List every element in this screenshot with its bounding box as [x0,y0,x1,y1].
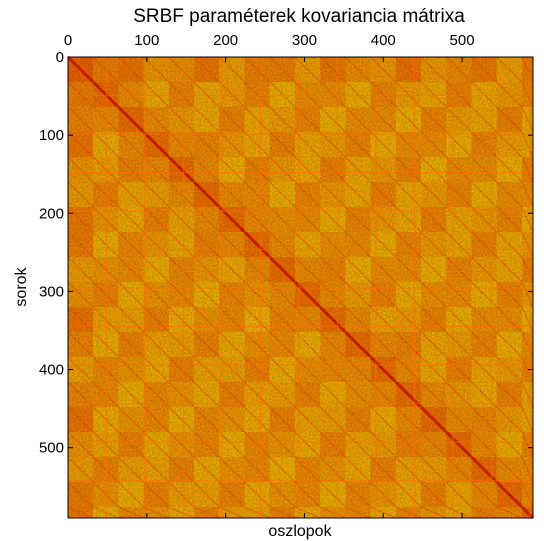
x-tick-label: 100 [134,32,159,49]
y-tick-label: 500 [39,440,64,457]
x-tick-label: 500 [450,32,475,49]
y-tick-label: 400 [39,362,64,379]
plot-area [66,55,535,520]
x-tick-label: 300 [292,32,317,49]
y-tick-label: 300 [39,283,64,300]
x-tick-label: 400 [371,32,396,49]
y-axis-label: sorok [13,266,30,306]
y-tick-label: 200 [39,205,64,222]
y-tick-label: 0 [56,49,64,66]
plot-frame [67,56,534,519]
y-tick-label: 100 [39,127,64,144]
x-tick-label: 200 [213,32,238,49]
chart-title: SRBF paraméterek kovariancia mátrixa [133,6,465,27]
x-axis-label: oszlopok [268,523,332,540]
x-tick-label: 0 [64,32,72,49]
x-axis: 0 100 200 300 400 500 [64,32,475,518]
y-axis: 0 100 200 300 400 500 [39,49,533,457]
block-grid [68,57,533,518]
